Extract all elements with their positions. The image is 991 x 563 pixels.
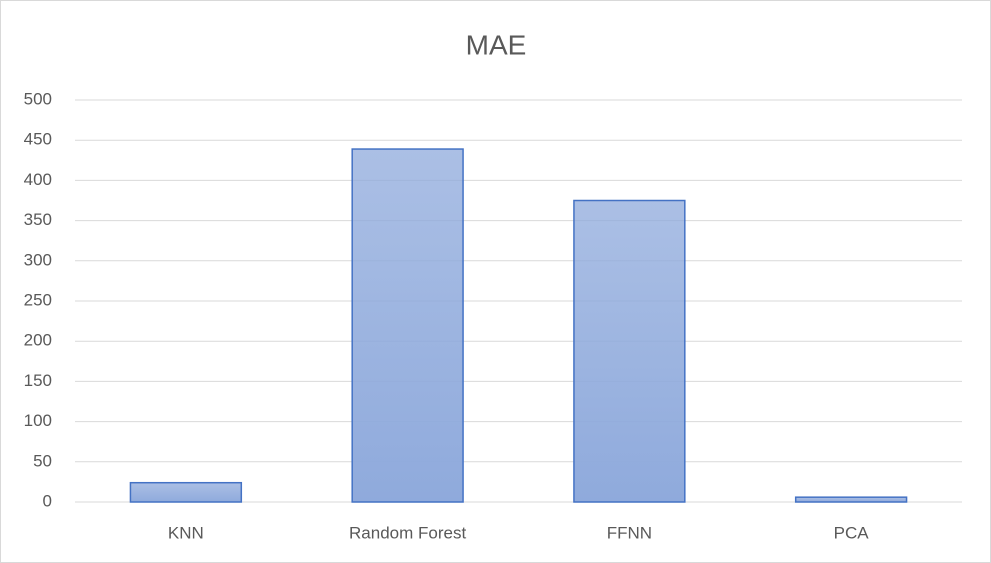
y-tick-label: 350 (24, 210, 52, 229)
chart-title: MAE (466, 29, 527, 60)
y-tick-label: 300 (24, 250, 52, 269)
y-tick-label: 400 (24, 170, 52, 189)
y-tick-label: 200 (24, 331, 52, 350)
y-tick-label: 250 (24, 290, 52, 309)
bar (794, 496, 908, 503)
bar (573, 199, 686, 503)
y-tick-label: 100 (24, 411, 52, 430)
y-tick-label: 500 (24, 89, 52, 108)
y-tick-label: 0 (43, 491, 52, 510)
x-tick-label: PCA (834, 523, 870, 542)
bar (351, 148, 464, 503)
x-tick-label: KNN (168, 523, 204, 542)
x-tick-label: FFNN (607, 523, 652, 542)
y-tick-label: 50 (33, 451, 52, 470)
y-tick-label: 150 (24, 371, 52, 390)
x-tick-label: Random Forest (349, 523, 466, 542)
bar (129, 481, 243, 503)
y-tick-label: 450 (24, 130, 52, 149)
